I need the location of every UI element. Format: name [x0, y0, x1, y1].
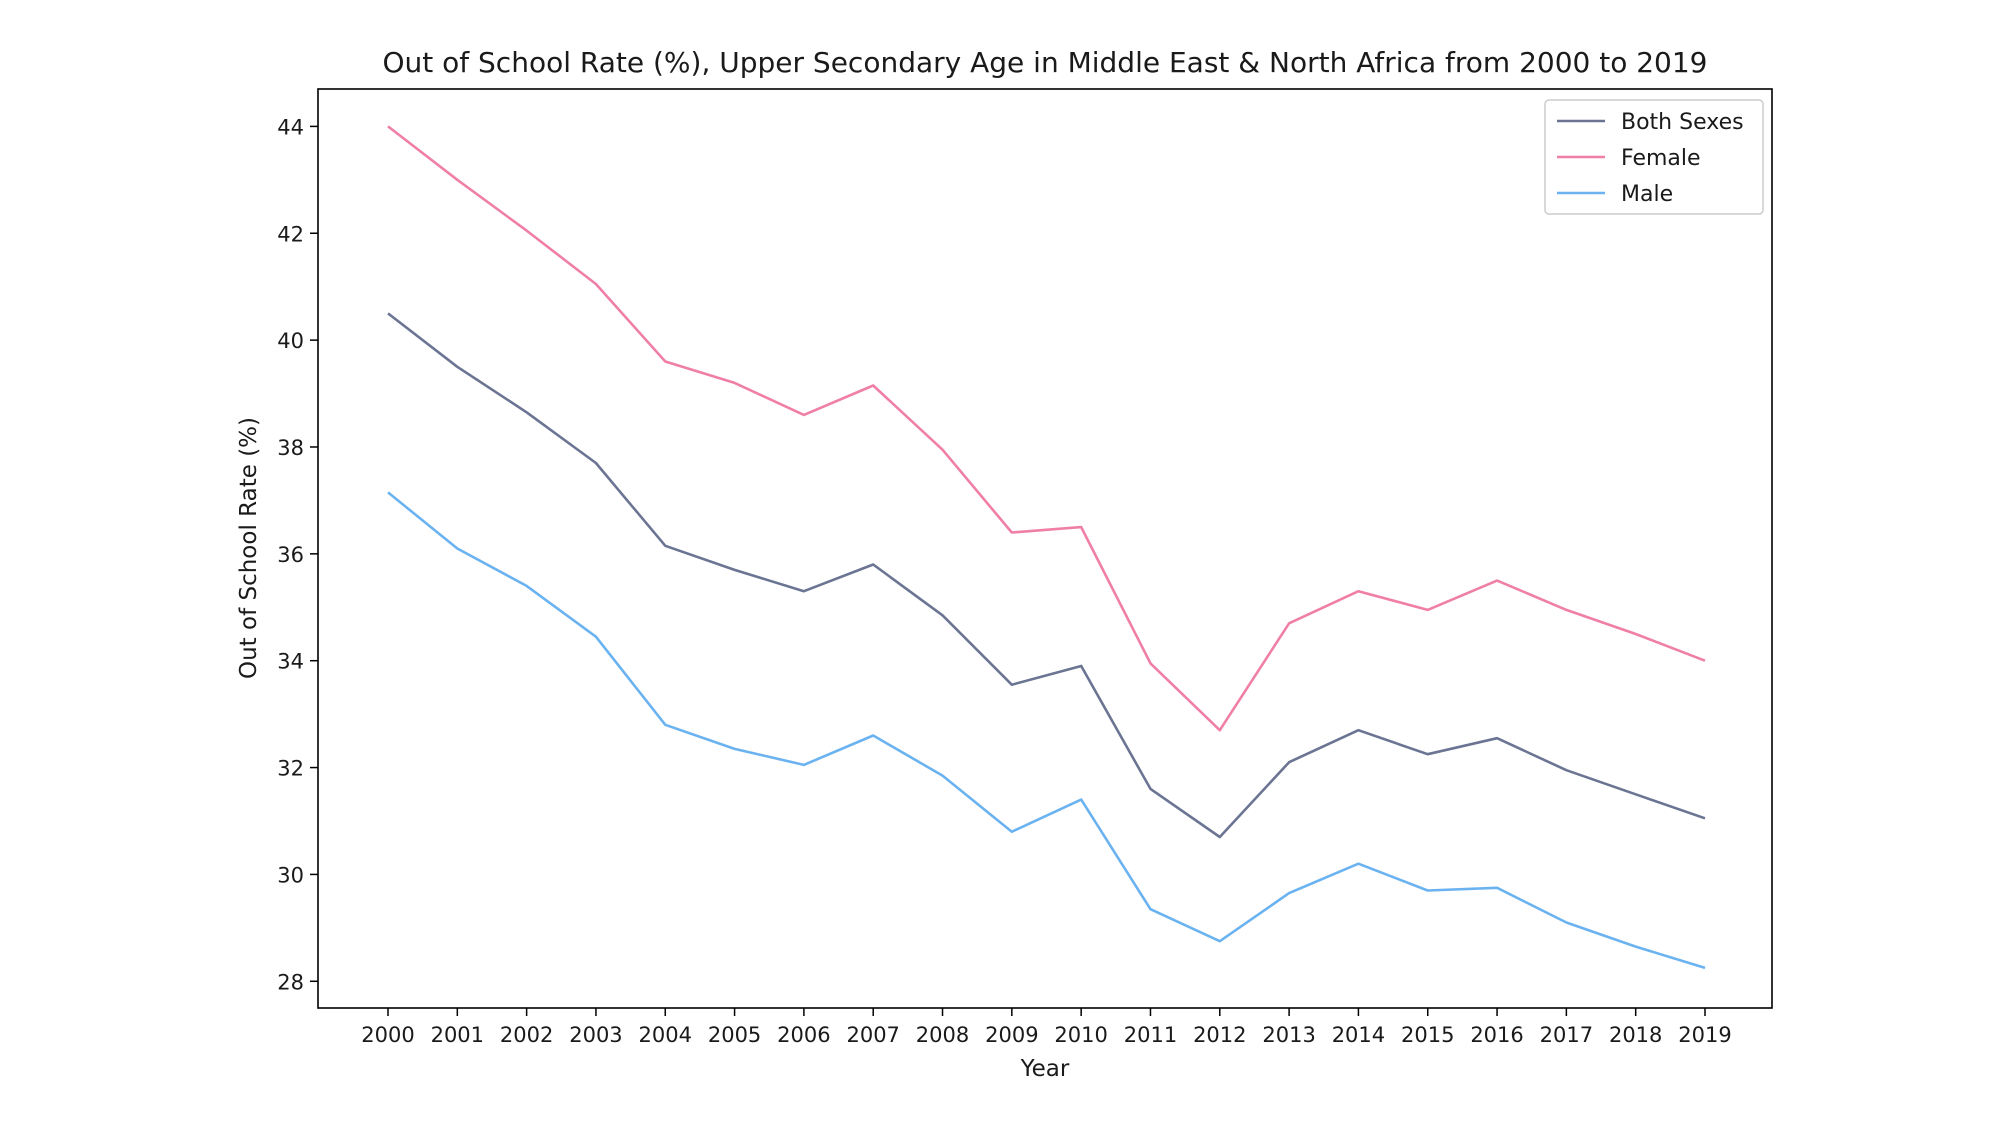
y-tick-label: 44: [277, 115, 304, 139]
x-tick-label: 2008: [916, 1023, 969, 1047]
x-tick-label: 2017: [1540, 1023, 1593, 1047]
x-tick-label: 2015: [1401, 1023, 1454, 1047]
y-tick-label: 36: [277, 543, 304, 567]
legend: Both Sexes Female Male: [1544, 99, 1764, 215]
x-tick-label: 2016: [1470, 1023, 1523, 1047]
x-tick-label: 2007: [846, 1023, 899, 1047]
y-tick-label: 28: [277, 970, 304, 994]
series-line-both-sexes: [387, 312, 1706, 839]
series-lines: [387, 125, 1706, 970]
series-line-male: [387, 491, 1706, 970]
legend-box: [1544, 99, 1764, 215]
x-tick-label: 2018: [1609, 1023, 1662, 1047]
x-tick-label: 2013: [1262, 1023, 1315, 1047]
y-axis: 28 30 32 34 36 38 40 42 44: [277, 115, 318, 994]
x-tick-label: 2014: [1332, 1023, 1385, 1047]
legend-label-female: Female: [1621, 146, 1701, 171]
x-tick-label: 2001: [431, 1023, 484, 1047]
y-tick-label: 30: [277, 863, 304, 887]
x-tick-label: 2010: [1054, 1023, 1107, 1047]
series-line-female: [387, 125, 1706, 732]
x-tick-label: 2009: [985, 1023, 1038, 1047]
y-tick-label: 34: [277, 650, 304, 674]
legend-label-both-sexes: Both Sexes: [1621, 110, 1744, 135]
legend-label-male: Male: [1621, 182, 1673, 207]
chart-title: Out of School Rate (%), Upper Secondary …: [382, 46, 1707, 79]
x-tick-label: 2003: [569, 1023, 622, 1047]
x-tick-label: 2011: [1124, 1023, 1177, 1047]
x-tick-label: 2019: [1678, 1023, 1731, 1047]
x-tick-label: 2006: [777, 1023, 830, 1047]
plot-area-frame: [317, 88, 1773, 1009]
x-axis-label: Year: [1020, 1056, 1070, 1082]
x-tick-label: 2005: [708, 1023, 761, 1047]
x-axis: 2000 2001 2002 2003 2004 2005 2006 2007 2008 2009…: [361, 1008, 1732, 1047]
y-tick-label: 32: [277, 757, 304, 781]
y-tick-label: 38: [277, 436, 304, 460]
y-tick-label: 40: [277, 329, 304, 353]
x-tick-label: 2012: [1193, 1023, 1246, 1047]
x-tick-label: 2000: [361, 1023, 414, 1047]
y-tick-label: 42: [277, 222, 304, 246]
y-axis-label: Out of School Rate (%): [236, 417, 262, 679]
x-tick-label: 2004: [639, 1023, 692, 1047]
x-tick-label: 2002: [500, 1023, 553, 1047]
